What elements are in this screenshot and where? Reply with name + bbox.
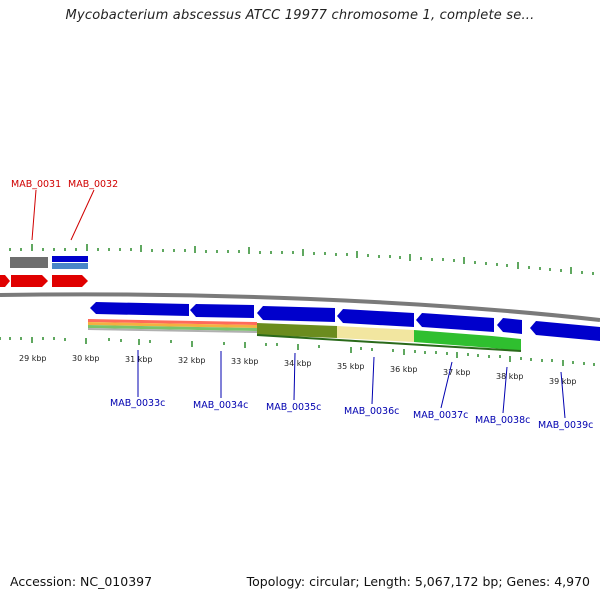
feature-gray-block[interactable]	[10, 257, 48, 268]
genome-summary-text: Topology: circular; Length: 5,067,172 bp…	[246, 574, 590, 589]
leader-line-mab0039c	[560, 371, 566, 419]
leader-line-mab0031	[31, 189, 37, 241]
feature-track-green[interactable]	[88, 325, 257, 331]
forward-gene-arrow-mab0032[interactable]	[52, 275, 88, 287]
tick-label-30kbp: 30 kbp	[72, 354, 100, 363]
reverse-gene-arrow-mab0033c[interactable]	[90, 302, 189, 316]
feature-green-block-small[interactable]	[492, 336, 521, 351]
feature-green-block[interactable]	[414, 330, 492, 348]
gene-label-mab0033c[interactable]: MAB_0033c	[110, 398, 165, 409]
leader-line-mab0035c	[293, 352, 296, 401]
feature-olive-block[interactable]	[257, 323, 337, 338]
forward-gene-arrow-mab0031[interactable]	[11, 275, 48, 287]
feature-blue-block[interactable]	[52, 256, 88, 262]
gene-label-mab0035c[interactable]: MAB_0035c	[266, 402, 321, 413]
reverse-gene-arrow-mab0035c[interactable]	[257, 306, 335, 322]
leader-line-mab0032	[70, 189, 95, 241]
tick-label-33kbp: 33 kbp	[231, 357, 259, 366]
feature-track-orange[interactable]	[88, 322, 257, 328]
gene-label-mab0032[interactable]: MAB_0032	[68, 179, 118, 190]
tick-label-38kbp: 38 kbp	[496, 372, 524, 381]
chromosome-backbone	[0, 292, 600, 322]
leader-line-mab0036c	[371, 356, 375, 405]
feature-track-dark-line	[256, 334, 522, 352]
forward-gene-arrow-0030[interactable]	[0, 275, 10, 287]
upper-tick-row	[9, 244, 594, 275]
gene-label-mab0036c[interactable]: MAB_0036c	[344, 406, 399, 417]
feature-track-gray	[88, 328, 257, 333]
gene-label-mab0039c[interactable]: MAB_0039c	[538, 420, 593, 431]
gene-label-mab0038c[interactable]: MAB_0038c	[475, 415, 530, 426]
leader-line-mab0037c	[440, 361, 453, 409]
tick-label-29kbp: 29 kbp	[19, 354, 47, 363]
tick-label-31kbp: 31 kbp	[125, 355, 153, 364]
reverse-gene-arrow-mab0036c[interactable]	[337, 309, 414, 327]
tick-label-32kbp: 32 kbp	[178, 356, 206, 365]
reverse-gene-arrow-mab0038c[interactable]	[497, 318, 522, 334]
map-title: Mycobacterium abscessus ATCC 19977 chrom…	[65, 8, 535, 23]
reverse-gene-arrow-mab0037c[interactable]	[416, 313, 494, 332]
gene-label-mab0031[interactable]: MAB_0031	[11, 179, 61, 190]
feature-steelblue-block[interactable]	[52, 263, 88, 269]
feature-track-red[interactable]	[88, 319, 257, 325]
tick-label-35kbp: 35 kbp	[337, 362, 365, 371]
accession-text: Accession: NC_010397	[10, 574, 153, 589]
leader-line-mab0038c	[502, 366, 508, 414]
tick-label-37kbp: 37 kbp	[443, 368, 471, 377]
gene-label-mab0037c[interactable]: MAB_0037c	[413, 410, 468, 421]
lower-tick-row	[0, 337, 595, 366]
tick-label-36kbp: 36 kbp	[390, 365, 418, 374]
gene-label-mab0034c[interactable]: MAB_0034c	[193, 400, 248, 411]
feature-yellow-block[interactable]	[337, 326, 414, 342]
reverse-gene-arrow-mab0039c[interactable]	[530, 321, 600, 341]
tick-label-39kbp: 39 kbp	[549, 377, 577, 386]
reverse-gene-arrow-mab0034c[interactable]	[190, 304, 254, 318]
tick-label-34kbp: 34 kbp	[284, 359, 312, 368]
